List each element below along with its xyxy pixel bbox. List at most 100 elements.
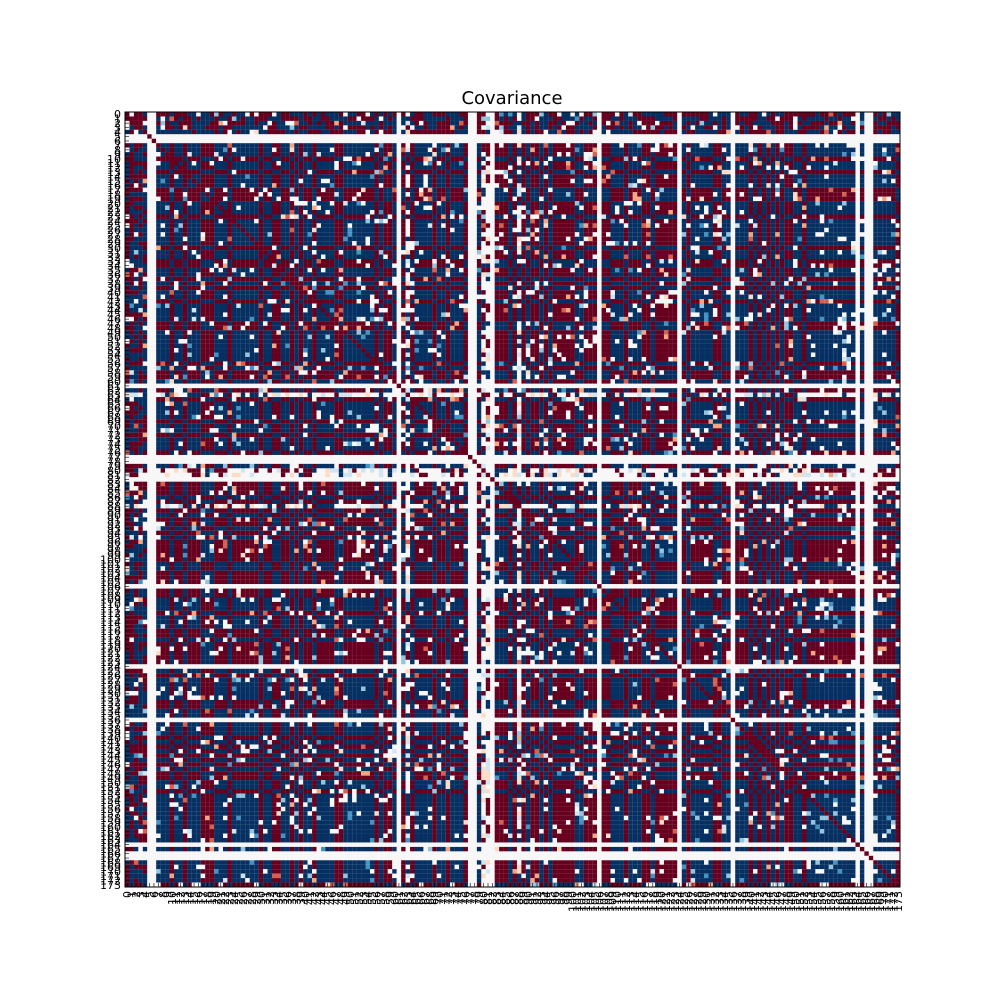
heatmap-cell bbox=[508, 134, 513, 139]
heatmap-cell bbox=[423, 125, 428, 130]
heatmap-cell bbox=[824, 116, 829, 121]
heatmap-cell bbox=[495, 139, 500, 144]
heatmap-cell bbox=[566, 139, 571, 144]
heatmap-cell bbox=[606, 112, 611, 117]
heatmap-cell bbox=[312, 134, 317, 139]
heatmap-cell bbox=[815, 134, 820, 139]
heatmap-cell bbox=[508, 139, 513, 144]
heatmap-cell bbox=[700, 139, 705, 144]
heatmap-cell bbox=[174, 148, 179, 153]
heatmap-cell bbox=[553, 143, 558, 148]
heatmap-cell bbox=[272, 134, 277, 139]
heatmap-cell bbox=[735, 134, 740, 139]
heatmap-cell bbox=[695, 143, 700, 148]
heatmap-cell bbox=[682, 121, 687, 126]
heatmap-cell bbox=[651, 112, 656, 117]
heatmap-cell bbox=[201, 116, 206, 121]
heatmap-cell bbox=[196, 139, 201, 144]
heatmap-cell bbox=[370, 139, 375, 144]
heatmap-cell bbox=[642, 134, 647, 139]
heatmap-cell bbox=[303, 139, 308, 144]
heatmap-cell bbox=[784, 130, 789, 135]
heatmap-cell bbox=[561, 112, 566, 117]
heatmap-cell bbox=[530, 116, 535, 121]
heatmap-cell bbox=[731, 112, 736, 117]
heatmap-cell bbox=[441, 134, 446, 139]
heatmap-cell bbox=[205, 143, 210, 148]
heatmap-cell bbox=[704, 125, 709, 130]
heatmap-cell bbox=[245, 148, 250, 153]
heatmap-cell bbox=[637, 130, 642, 135]
heatmap-cell bbox=[459, 139, 464, 144]
heatmap-cell bbox=[762, 130, 767, 135]
heatmap-cell bbox=[873, 121, 878, 126]
heatmap-cell bbox=[548, 139, 553, 144]
heatmap-cell bbox=[838, 121, 843, 126]
heatmap-cell bbox=[762, 139, 767, 144]
heatmap-cell bbox=[339, 130, 344, 135]
heatmap-cell bbox=[602, 134, 607, 139]
heatmap-cell bbox=[833, 116, 838, 121]
heatmap-cell bbox=[245, 121, 250, 126]
heatmap-cell bbox=[299, 121, 304, 126]
heatmap-cell bbox=[713, 143, 718, 148]
heatmap-cell bbox=[370, 148, 375, 153]
heatmap-cell bbox=[651, 121, 656, 126]
heatmap-cell bbox=[780, 130, 785, 135]
heatmap-cell bbox=[579, 116, 584, 121]
heatmap-cell bbox=[374, 148, 379, 153]
heatmap-cell bbox=[530, 125, 535, 130]
heatmap-cell bbox=[423, 130, 428, 135]
heatmap-cell bbox=[704, 116, 709, 121]
heatmap-cell bbox=[481, 130, 486, 135]
heatmap-cell bbox=[214, 139, 219, 144]
heatmap-cell bbox=[887, 139, 892, 144]
heatmap-cell bbox=[757, 125, 762, 130]
heatmap-cell bbox=[789, 121, 794, 126]
heatmap-cell bbox=[561, 130, 566, 135]
heatmap-cell bbox=[637, 121, 642, 126]
heatmap-cell bbox=[802, 121, 807, 126]
heatmap-cell bbox=[655, 139, 660, 144]
heatmap-cell bbox=[330, 139, 335, 144]
heatmap-cell bbox=[762, 121, 767, 126]
heatmap-cell bbox=[570, 143, 575, 148]
heatmap-cell bbox=[227, 130, 232, 135]
heatmap-cell bbox=[348, 125, 353, 130]
heatmap-cells bbox=[125, 112, 900, 887]
heatmap-cell bbox=[379, 134, 384, 139]
heatmap-cell bbox=[655, 125, 660, 130]
heatmap-cell bbox=[891, 125, 896, 130]
heatmap-cell bbox=[815, 130, 820, 135]
heatmap-cell bbox=[397, 130, 402, 135]
heatmap-cell bbox=[187, 116, 192, 121]
heatmap-cell bbox=[575, 116, 580, 121]
heatmap-cell bbox=[464, 116, 469, 121]
heatmap-cell bbox=[896, 130, 901, 135]
heatmap-cell bbox=[677, 143, 682, 148]
heatmap-cell bbox=[642, 121, 647, 126]
heatmap-cell bbox=[370, 112, 375, 117]
heatmap-cell bbox=[495, 125, 500, 130]
heatmap-cell bbox=[553, 121, 558, 126]
heatmap-cell bbox=[548, 125, 553, 130]
heatmap-cell bbox=[838, 125, 843, 130]
heatmap-cell bbox=[392, 134, 397, 139]
heatmap-cell bbox=[860, 130, 865, 135]
heatmap-cell bbox=[134, 130, 139, 135]
heatmap-cell bbox=[406, 121, 411, 126]
heatmap-cell bbox=[695, 121, 700, 126]
heatmap-cell bbox=[521, 116, 526, 121]
heatmap-cell bbox=[570, 121, 575, 126]
heatmap-cell bbox=[793, 116, 798, 121]
heatmap-cell bbox=[793, 134, 798, 139]
heatmap-cell bbox=[477, 143, 482, 148]
heatmap-cell bbox=[210, 116, 215, 121]
heatmap-cell bbox=[357, 148, 362, 153]
heatmap-cell bbox=[232, 130, 237, 135]
heatmap-cell bbox=[566, 130, 571, 135]
heatmap-cell bbox=[406, 139, 411, 144]
heatmap-cell bbox=[722, 116, 727, 121]
heatmap-cell bbox=[219, 130, 224, 135]
heatmap-cell bbox=[419, 143, 424, 148]
